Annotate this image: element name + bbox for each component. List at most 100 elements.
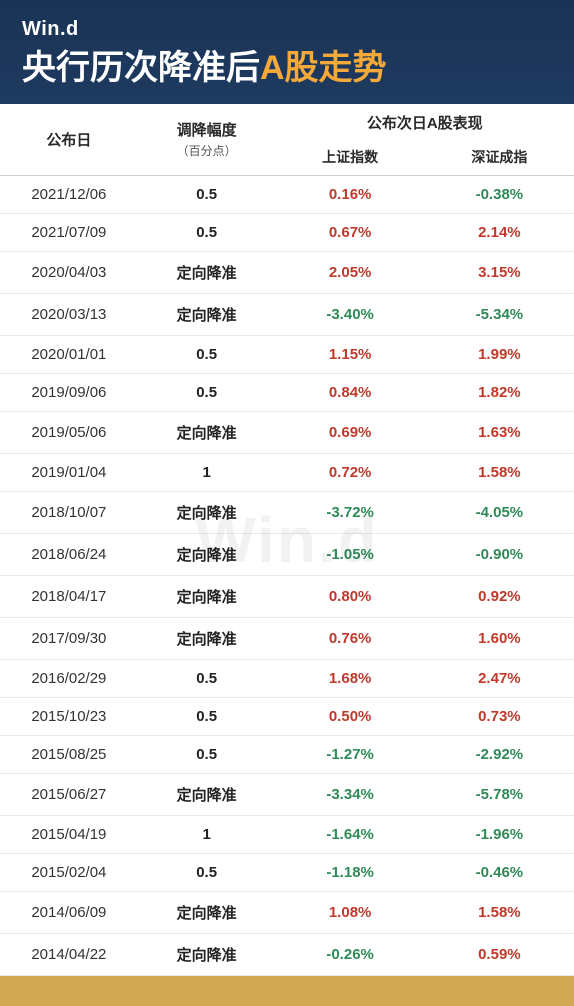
table-row: 2014/06/09定向降准1.08%1.58%: [0, 891, 574, 933]
cell-amount: 0.5: [138, 697, 276, 735]
cell-amount: 定向降准: [138, 575, 276, 617]
table-row: 2020/01/010.51.15%1.99%: [0, 335, 574, 373]
cell-sh: -3.72%: [276, 491, 425, 533]
cell-amount: 定向降准: [138, 411, 276, 453]
cell-date: 2015/04/19: [0, 815, 138, 853]
table-row: 2019/09/060.50.84%1.82%: [0, 373, 574, 411]
cell-date: 2018/06/24: [0, 533, 138, 575]
table-row: 2019/01/0410.72%1.58%: [0, 453, 574, 491]
col-amount-label: 调降幅度: [177, 122, 237, 139]
cell-sz: 2.47%: [425, 659, 574, 697]
data-table: 公布日 调降幅度 （百分点） 公布次日A股表现 上证指数 深证成指 2021/1…: [0, 104, 574, 976]
cell-sh: 0.69%: [276, 411, 425, 453]
table-row: 2015/08/250.5-1.27%-2.92%: [0, 735, 574, 773]
cell-date: 2021/12/06: [0, 175, 138, 213]
cell-date: 2018/10/07: [0, 491, 138, 533]
cell-sh: 0.50%: [276, 697, 425, 735]
title-prefix: 央行历次降准后: [22, 49, 260, 87]
title-accent: A股走势: [260, 49, 387, 87]
cell-amount: 0.5: [138, 853, 276, 891]
table-row: 2018/04/17定向降准0.80%0.92%: [0, 575, 574, 617]
cell-sz: 1.58%: [425, 453, 574, 491]
cell-sz: 0.73%: [425, 697, 574, 735]
cell-sz: -2.92%: [425, 735, 574, 773]
table-container: 公布日 调降幅度 （百分点） 公布次日A股表现 上证指数 深证成指 2021/1…: [0, 104, 574, 976]
col-sh: 上证指数: [276, 141, 425, 176]
col-amount-sublabel: （百分点）: [142, 142, 272, 159]
cell-sh: 0.80%: [276, 575, 425, 617]
cell-amount: 定向降准: [138, 533, 276, 575]
cell-sz: 1.58%: [425, 891, 574, 933]
cell-date: 2015/06/27: [0, 773, 138, 815]
cell-date: 2014/04/22: [0, 933, 138, 975]
cell-date: 2020/03/13: [0, 293, 138, 335]
table-row: 2018/10/07定向降准-3.72%-4.05%: [0, 491, 574, 533]
cell-sh: 1.15%: [276, 335, 425, 373]
brand-logo: Win.d: [22, 18, 552, 41]
header: Win.d 央行历次降准后A股走势: [0, 0, 574, 104]
cell-date: 2021/07/09: [0, 213, 138, 251]
cell-sh: -0.26%: [276, 933, 425, 975]
cell-sz: 0.59%: [425, 933, 574, 975]
cell-date: 2015/08/25: [0, 735, 138, 773]
cell-sh: 0.84%: [276, 373, 425, 411]
cell-sz: -5.78%: [425, 773, 574, 815]
cell-sz: 0.92%: [425, 575, 574, 617]
cell-sz: -0.38%: [425, 175, 574, 213]
cell-sz: 1.82%: [425, 373, 574, 411]
cell-amount: 0.5: [138, 735, 276, 773]
cell-amount: 定向降准: [138, 617, 276, 659]
cell-sh: -1.05%: [276, 533, 425, 575]
col-sz: 深证成指: [425, 141, 574, 176]
cell-amount: 定向降准: [138, 491, 276, 533]
cell-date: 2019/09/06: [0, 373, 138, 411]
table-row: 2015/02/040.5-1.18%-0.46%: [0, 853, 574, 891]
cell-amount: 0.5: [138, 335, 276, 373]
cell-sz: 1.60%: [425, 617, 574, 659]
table-row: 2020/04/03定向降准2.05%3.15%: [0, 251, 574, 293]
cell-date: 2020/01/01: [0, 335, 138, 373]
col-amount: 调降幅度 （百分点）: [138, 104, 276, 176]
table-row: 2015/06/27定向降准-3.34%-5.78%: [0, 773, 574, 815]
table-row: 2016/02/290.51.68%2.47%: [0, 659, 574, 697]
cell-date: 2019/01/04: [0, 453, 138, 491]
cell-date: 2015/10/23: [0, 697, 138, 735]
cell-date: 2019/05/06: [0, 411, 138, 453]
cell-amount: 定向降准: [138, 891, 276, 933]
cell-amount: 定向降准: [138, 773, 276, 815]
table-body: 2021/12/060.50.16%-0.38%2021/07/090.50.6…: [0, 175, 574, 975]
page-title: 央行历次降准后A股走势: [22, 47, 552, 90]
cell-sz: -1.96%: [425, 815, 574, 853]
table-row: 2017/09/30定向降准0.76%1.60%: [0, 617, 574, 659]
cell-sz: 1.99%: [425, 335, 574, 373]
table-row: 2020/03/13定向降准-3.40%-5.34%: [0, 293, 574, 335]
cell-amount: 0.5: [138, 175, 276, 213]
cell-sz: 3.15%: [425, 251, 574, 293]
cell-amount: 定向降准: [138, 293, 276, 335]
cell-amount: 0.5: [138, 213, 276, 251]
cell-date: 2017/09/30: [0, 617, 138, 659]
cell-date: 2020/04/03: [0, 251, 138, 293]
cell-sh: 0.67%: [276, 213, 425, 251]
cell-sz: 1.63%: [425, 411, 574, 453]
cell-amount: 1: [138, 815, 276, 853]
table-row: 2021/07/090.50.67%2.14%: [0, 213, 574, 251]
table-row: 2021/12/060.50.16%-0.38%: [0, 175, 574, 213]
table-row: 2015/04/191-1.64%-1.96%: [0, 815, 574, 853]
col-date: 公布日: [0, 104, 138, 176]
cell-amount: 0.5: [138, 659, 276, 697]
cell-sh: 0.76%: [276, 617, 425, 659]
cell-sh: -1.18%: [276, 853, 425, 891]
footer-bar: [0, 976, 574, 1006]
table-row: 2015/10/230.50.50%0.73%: [0, 697, 574, 735]
table-header: 公布日 调降幅度 （百分点） 公布次日A股表现 上证指数 深证成指: [0, 104, 574, 176]
cell-date: 2014/06/09: [0, 891, 138, 933]
cell-date: 2018/04/17: [0, 575, 138, 617]
cell-sh: -3.40%: [276, 293, 425, 335]
cell-sz: 2.14%: [425, 213, 574, 251]
cell-sz: -0.90%: [425, 533, 574, 575]
cell-date: 2015/02/04: [0, 853, 138, 891]
col-group: 公布次日A股表现: [276, 104, 574, 141]
table-row: 2018/06/24定向降准-1.05%-0.90%: [0, 533, 574, 575]
cell-sh: 2.05%: [276, 251, 425, 293]
